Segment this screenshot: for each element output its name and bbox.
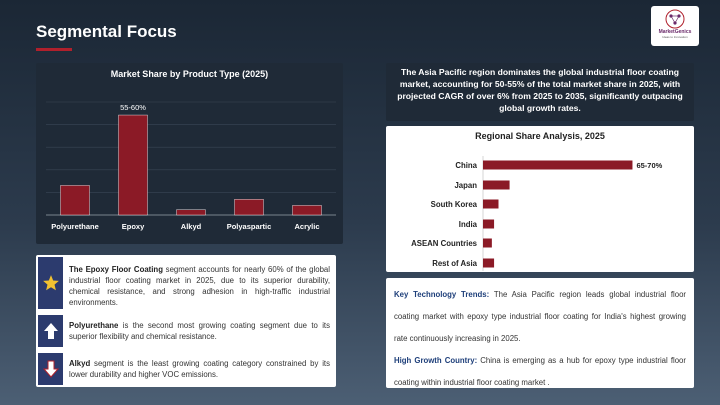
insight-body: segment is the least growing coating cat… [69, 359, 330, 379]
insight-bold: Alkyd [69, 359, 91, 368]
data-label: 65-70% [636, 161, 662, 170]
x-tick-label: Acrylic [294, 222, 319, 231]
x-tick-label: Polyurethane [51, 222, 99, 231]
insight-polyurethane: Polyurethane is the second most growing … [36, 313, 336, 349]
title-underline [36, 48, 72, 51]
insight-alkyd: Alkyd segment is the least growing coati… [36, 351, 336, 387]
regional-share-chart: China 65-70% Japan South Korea India ASEAN Co… [411, 156, 663, 271]
x-tick-label: Polyaspartic [227, 222, 272, 231]
bar-india [483, 219, 495, 229]
key-technology-trends: Key Technology Trends: The Asia Pacific … [394, 284, 686, 350]
y-tick-label: India [459, 220, 478, 229]
bar-polyaspartic [234, 199, 264, 216]
insight-icon-box [38, 315, 63, 347]
insight-icon-box [38, 257, 63, 309]
key-trends-text: The Asia Pacific region leads global ind… [394, 290, 686, 343]
insights-box: The Epoxy Floor Coating segment accounts… [36, 255, 336, 387]
y-tick-label: Rest of Asia [432, 259, 477, 268]
logo-icon [665, 9, 685, 29]
y-tick-label: ASEAN Countries [411, 239, 478, 248]
trends-box: Key Technology Trends: The Asia Pacific … [386, 278, 694, 388]
logo: MarketGenics Ideas to Innovation [651, 6, 699, 46]
logo-tagline: Ideas to Innovation [662, 35, 688, 39]
high-growth-text: China is emerging as a hub for epoxy typ… [394, 356, 686, 387]
high-growth-label: High Growth Country: [394, 356, 478, 365]
bar-south-korea [483, 199, 499, 209]
y-tick-label: Japan [454, 181, 477, 190]
insight-text: Polyurethane is the second most growing … [69, 320, 330, 342]
data-label: 55-60% [120, 103, 146, 112]
insight-body: is the second most growing coating segme… [69, 321, 330, 341]
product-share-chart-panel: Market Share by Product Type (2025) Poly… [36, 63, 343, 244]
regional-share-chart-panel: Regional Share Analysis, 2025 China 65-70… [386, 126, 694, 272]
bar-rest-of-asia [483, 258, 495, 268]
bar-china [483, 160, 633, 170]
summary-box: The Asia Pacific region dominates the gl… [386, 63, 694, 121]
insight-text: Alkyd segment is the least growing coati… [69, 358, 330, 380]
arrow-down-icon [42, 360, 59, 378]
x-tick-label: Alkyd [181, 222, 202, 231]
insight-icon-box [38, 353, 63, 385]
insight-bold: The Epoxy Floor Coating [69, 265, 163, 274]
y-tick-label: South Korea [431, 200, 478, 209]
insight-epoxy: The Epoxy Floor Coating segment accounts… [36, 255, 336, 311]
high-growth-country: High Growth Country: China is emerging a… [394, 350, 686, 394]
bar-japan [483, 180, 510, 190]
regional-chart-title: Regional Share Analysis, 2025 [475, 131, 605, 141]
insight-bold: Polyurethane [69, 321, 119, 330]
product-chart-title: Market Share by Product Type (2025) [110, 69, 269, 79]
insight-text: The Epoxy Floor Coating segment accounts… [69, 264, 330, 308]
bar-polyurethane [60, 185, 90, 216]
summary-text: The Asia Pacific region dominates the gl… [397, 67, 683, 113]
insight-body: segment accounts for nearly 60% of the g… [69, 265, 330, 307]
bar-epoxy [118, 114, 148, 216]
star-icon [42, 275, 59, 291]
bar-acrylic [292, 205, 322, 216]
bar-asean-countries [483, 238, 492, 248]
logo-name: MarketGenics [658, 29, 692, 35]
product-share-chart: Polyurethane Epoxy 55-60% Alkyd Polyaspartic… [46, 101, 336, 231]
x-tick-label: Epoxy [122, 222, 145, 231]
y-tick-label: China [455, 161, 477, 170]
key-trends-label: Key Technology Trends: [394, 290, 490, 299]
arrow-up-icon [43, 323, 58, 339]
bar-alkyd [176, 209, 206, 216]
page-title: Segmental Focus [36, 22, 177, 41]
